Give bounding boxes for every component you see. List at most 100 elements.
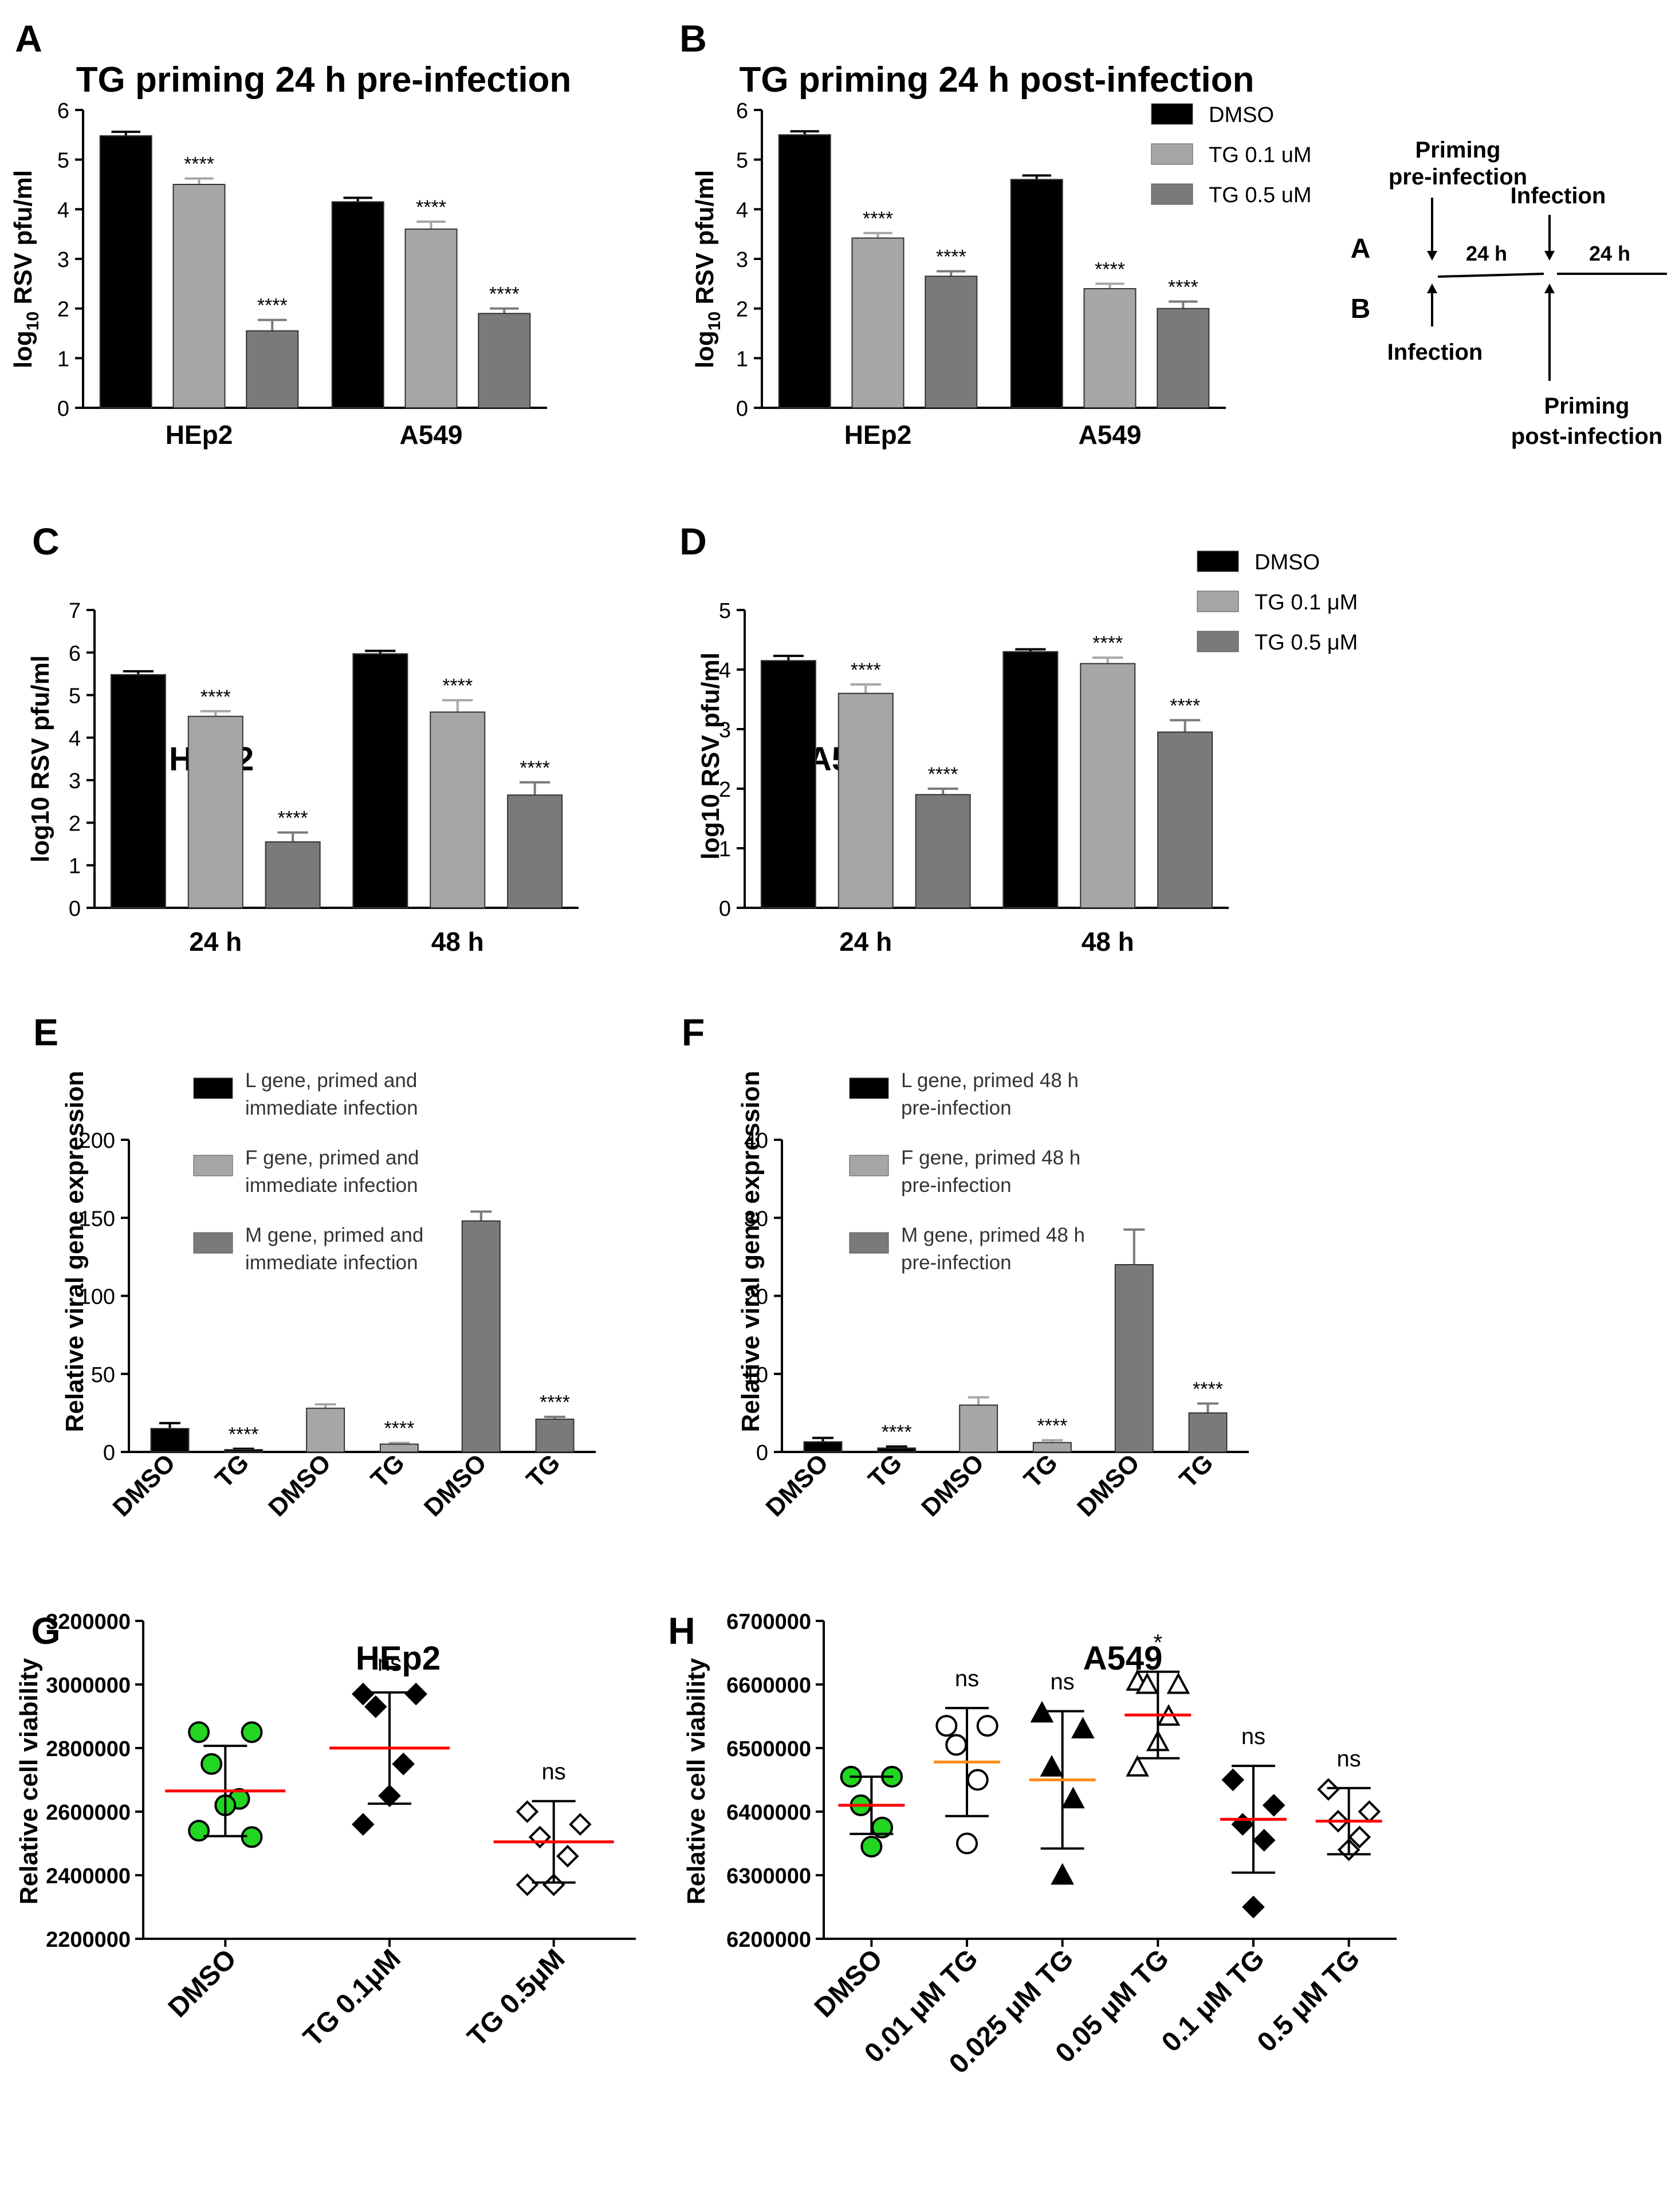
- y-tick-label: 4: [719, 659, 731, 683]
- panel-letter: B: [679, 17, 707, 60]
- data-point: [1051, 1863, 1075, 1885]
- significance-label: *: [1154, 1630, 1163, 1655]
- significance-label: ****: [489, 284, 520, 305]
- data-point: [1030, 1701, 1054, 1723]
- diagram-label: post-infection: [1511, 424, 1662, 449]
- legend-swatch: [1151, 103, 1193, 125]
- bar: [246, 330, 299, 409]
- bar: [1010, 179, 1063, 408]
- bar: [306, 1407, 345, 1453]
- arrow-head: [1544, 251, 1555, 261]
- bar: [1083, 288, 1137, 408]
- legend-label: DMSO: [1255, 550, 1320, 574]
- data-point: [569, 1813, 592, 1836]
- y-tick-label: 3200000: [46, 1610, 131, 1634]
- diagram-label: Infection: [1387, 340, 1483, 365]
- bar: [110, 674, 166, 909]
- data-point: [860, 1836, 883, 1858]
- y-axis-label: log10 RSV pfu/ml: [691, 170, 724, 368]
- y-tick-label: 100: [79, 1285, 115, 1309]
- data-point: [1242, 1895, 1265, 1919]
- panel-letter: G: [31, 1609, 60, 1652]
- legend: L gene, primed 48 h pre-infection F gene, …: [849, 1069, 1085, 1274]
- data-point: [1061, 1786, 1085, 1809]
- x-tick-label: TG: [365, 1449, 410, 1493]
- significance-label: ****: [184, 153, 214, 175]
- bar: [150, 1428, 190, 1453]
- y-tick-label: 6: [57, 99, 69, 123]
- diagram-row-label: A: [1351, 234, 1371, 264]
- x-tick-label: HEp2: [166, 420, 233, 450]
- bar: [430, 711, 486, 909]
- legend-swatch: [849, 1232, 889, 1254]
- y-tick-label: 3: [736, 248, 748, 272]
- data-point: [1252, 1829, 1276, 1852]
- x-tick-label: DMSO: [163, 1943, 242, 2023]
- significance-label: ****: [882, 1421, 912, 1443]
- data-point: [404, 1682, 428, 1706]
- bar: [1032, 1442, 1072, 1453]
- x-tick-label: TG: [521, 1449, 566, 1493]
- data-point: [1166, 1672, 1190, 1694]
- legend-label: L gene, primed 48 h: [901, 1069, 1079, 1092]
- bar: [331, 201, 384, 408]
- bar: [507, 794, 563, 908]
- data-point: [188, 1721, 210, 1743]
- x-tick-label: DMSO: [263, 1449, 336, 1522]
- x-tick-label: TG 0.5μM: [462, 1943, 571, 2052]
- y-axis-label: log10 RSV pfu/ml: [26, 655, 54, 863]
- diagram-row-label: B: [1351, 294, 1371, 324]
- significance-label: ****: [384, 1418, 414, 1439]
- y-tick-label: 2: [69, 812, 81, 836]
- significance-label: ns: [542, 1760, 566, 1785]
- data-point: [1040, 1755, 1064, 1777]
- legend-swatch: [193, 1155, 233, 1176]
- x-tick-label: TG: [1174, 1449, 1219, 1493]
- bar: [1188, 1412, 1228, 1453]
- y-tick-label: 50: [91, 1363, 115, 1387]
- legend-swatch: [849, 1077, 889, 1099]
- y-tick-label: 3: [69, 769, 81, 793]
- significance-label: ****: [1193, 1379, 1223, 1400]
- legend-label: pre-infection: [901, 1251, 1012, 1274]
- significance-label: ****: [1095, 258, 1125, 280]
- y-tick-label: 2400000: [46, 1864, 131, 1888]
- panel-letter: D: [679, 520, 707, 562]
- y-tick-label: 2: [719, 778, 731, 802]
- bar: [478, 313, 531, 408]
- x-tick-label: DMSO: [809, 1943, 888, 2023]
- y-tick-label: 150: [79, 1207, 115, 1231]
- y-tick-label: 200: [79, 1129, 115, 1153]
- significance-label: ****: [1170, 695, 1200, 717]
- y-tick-label: 6700000: [726, 1610, 811, 1634]
- chart-title: TG priming 24 h post-infection: [740, 60, 1255, 100]
- significance-label: ****: [200, 686, 231, 708]
- bar: [803, 1441, 843, 1453]
- y-tick-label: 2: [57, 298, 69, 322]
- data-point: [1358, 1800, 1381, 1823]
- significance-label: ns: [1241, 1724, 1265, 1749]
- data-point: [528, 1825, 552, 1849]
- y-tick-label: 0: [69, 897, 81, 921]
- significance-label: ns: [1051, 1670, 1075, 1695]
- y-tick-label: 6400000: [726, 1801, 811, 1825]
- x-tick-label: TG: [1019, 1449, 1063, 1493]
- y-tick-label: 40: [744, 1129, 768, 1153]
- legend-label: immediate infection: [245, 1251, 418, 1274]
- legend-swatch: [1151, 143, 1193, 165]
- y-axis-label: Relative viral gene expression: [737, 1071, 765, 1432]
- data-point: [1135, 1672, 1159, 1694]
- significance-label: ****: [442, 675, 473, 696]
- significance-label: ****: [1037, 1415, 1067, 1437]
- timeline-segment: [1437, 273, 1544, 278]
- significance-label: ****: [416, 196, 446, 218]
- data-point: [351, 1813, 375, 1836]
- legend-label: immediate infection: [245, 1174, 418, 1196]
- x-tick-label: DMSO: [419, 1449, 492, 1522]
- y-tick-label: 3: [719, 718, 731, 742]
- legend-swatch: [1197, 550, 1239, 572]
- arrow-head: [1427, 284, 1437, 293]
- legend-label: TG 0.1 uM: [1209, 143, 1312, 167]
